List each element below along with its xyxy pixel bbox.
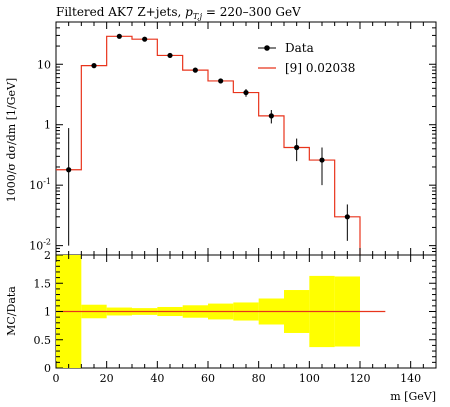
data-point [268, 113, 274, 119]
data-point [243, 89, 249, 96]
ratio-y-tick-label: 0.5 [34, 334, 52, 347]
data-point [167, 52, 173, 59]
data-point [192, 67, 198, 73]
ratio-y-axis-label: MC/Data [5, 286, 18, 336]
mc-histogram [56, 35, 361, 255]
main-y-tick-label: 1 [44, 119, 51, 132]
x-tick-label: 20 [100, 372, 114, 385]
ratio-y-ticks: 0 0.5 1 1.5 2 [34, 249, 436, 375]
x-tick-label: 120 [350, 372, 371, 385]
main-plot-frame [55, 21, 437, 256]
data-points [66, 33, 350, 246]
chart-title: Filtered AK7 Z+jets, pT,j = 220–300 GeV [56, 5, 301, 21]
x-tick-label: 60 [201, 372, 215, 385]
legend: Data [9] 0.02038 [258, 41, 355, 75]
main-y-ticks: 10-2 10-1 1 10 [29, 21, 436, 256]
main-y-axis-label: 1000/σ dσ/dm [1/GeV] [5, 78, 18, 202]
x-tick-label: 0 [53, 372, 60, 385]
legend-data-marker [264, 45, 270, 51]
data-point [218, 78, 224, 84]
x-tick-label: 140 [400, 372, 421, 385]
x-ticks: 0 20 40 60 80 100 120 140 [53, 22, 424, 385]
ratio-y-tick-label: 0 [44, 362, 51, 375]
main-y-tick-label: 10-1 [29, 177, 51, 192]
data-point [344, 214, 350, 220]
x-tick-label: 40 [150, 372, 164, 385]
data-point [91, 63, 97, 69]
main-y-tick-label: 10 [37, 58, 51, 71]
data-point [66, 167, 72, 173]
x-axis-label: m [GeV] [390, 390, 436, 403]
legend-mc-label: [9] 0.02038 [285, 61, 355, 75]
data-point [319, 157, 325, 163]
data-point [142, 36, 148, 42]
data-point [116, 33, 122, 39]
data-point [294, 144, 300, 151]
ratio-y-tick-label: 1 [44, 306, 51, 319]
ratio-y-tick-label: 2 [44, 249, 51, 262]
x-tick-label: 100 [299, 372, 320, 385]
x-tick-label: 80 [252, 372, 266, 385]
ratio-y-tick-label: 1.5 [34, 277, 52, 290]
mc-step-line [56, 35, 361, 255]
main-y-tick-label: 10-2 [29, 238, 51, 253]
legend-data-label: Data [285, 41, 314, 55]
